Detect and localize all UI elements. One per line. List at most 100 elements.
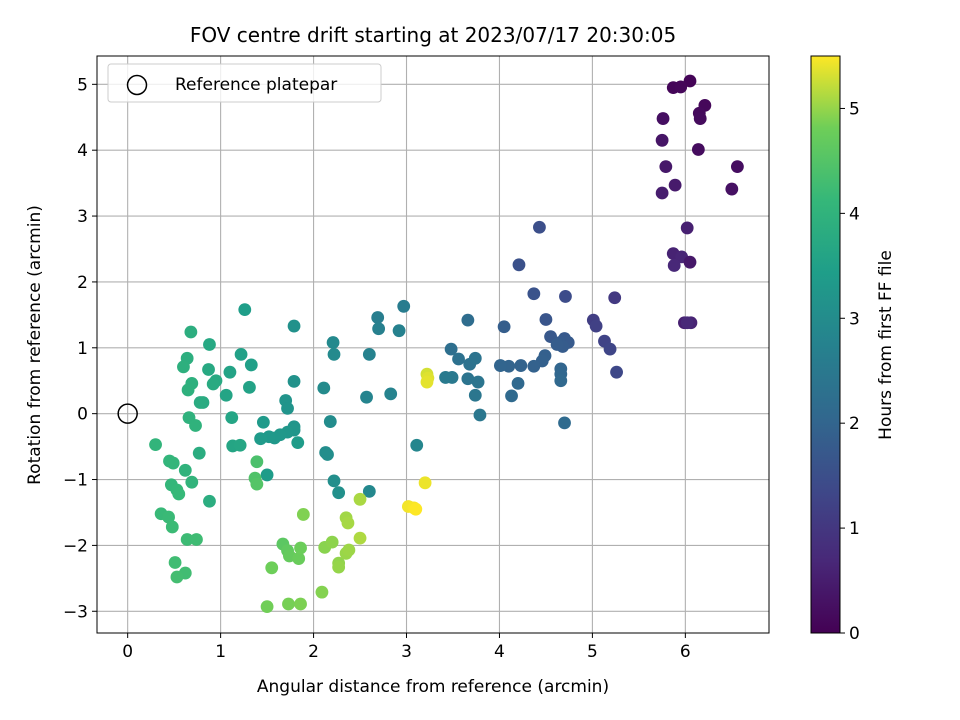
colorbar-tick-label: 4: [849, 204, 860, 224]
data-point: [296, 508, 310, 521]
data-point: [409, 502, 423, 516]
y-tick-label: 0: [77, 405, 88, 425]
chart-title: FOV centre drift starting at 2023/07/17 …: [190, 23, 676, 47]
data-point: [287, 374, 301, 388]
data-point: [294, 597, 307, 611]
data-point: [315, 585, 329, 599]
data-point: [250, 455, 264, 469]
y-tick-label: 1: [77, 339, 88, 359]
data-point: [178, 463, 192, 477]
data-point: [149, 438, 162, 452]
data-point: [362, 484, 376, 498]
data-point: [372, 322, 386, 336]
colorbar-label: Hours from first FF file: [876, 250, 896, 440]
data-point: [353, 531, 367, 545]
x-tick-label: 0: [122, 642, 133, 662]
data-point: [473, 408, 487, 422]
data-point: [674, 80, 688, 94]
data-point: [325, 535, 339, 549]
data-point: [444, 342, 458, 356]
scatter-points: [117, 74, 744, 614]
data-point: [439, 371, 452, 384]
data-point: [206, 377, 220, 391]
data-point: [180, 533, 194, 546]
x-tick-label: 5: [587, 642, 598, 662]
data-point: [323, 415, 337, 428]
data-point: [282, 597, 295, 611]
data-point: [360, 390, 373, 404]
data-point: [559, 290, 572, 303]
data-point: [680, 221, 694, 235]
data-point: [468, 388, 482, 402]
x-tick-label: 1: [215, 642, 226, 662]
data-point: [172, 487, 186, 501]
data-point: [353, 492, 367, 506]
data-point: [527, 359, 541, 373]
data-point: [238, 303, 252, 316]
data-point: [332, 560, 346, 574]
colorbar-tick-label: 0: [849, 624, 860, 644]
data-point: [384, 387, 398, 401]
data-point: [327, 347, 341, 361]
data-point: [292, 552, 306, 565]
data-point: [321, 448, 334, 461]
data-point: [250, 477, 264, 491]
data-point: [254, 432, 267, 446]
data-point: [371, 311, 385, 324]
axis-ticks: 0 1 2 3 4 5 6 −3 −2 −1 0 1 2 3 4 5: [63, 75, 691, 662]
data-point: [184, 325, 198, 339]
data-point: [511, 376, 525, 390]
data-point: [225, 411, 239, 425]
data-point: [527, 287, 541, 301]
data-point: [317, 381, 331, 395]
data-point: [233, 438, 247, 452]
y-tick-label: 2: [77, 273, 88, 293]
data-point: [659, 160, 673, 174]
colorbar-ticks: 0 1 2 3 4 5: [840, 99, 860, 644]
data-point: [468, 351, 482, 365]
data-point: [294, 541, 307, 555]
data-point: [193, 396, 207, 409]
colorbar-tick-label: 5: [849, 99, 860, 119]
data-point: [610, 365, 623, 379]
data-point: [725, 182, 739, 196]
data-point: [533, 220, 546, 234]
data-point: [493, 359, 507, 372]
data-point: [655, 133, 669, 147]
data-point: [667, 259, 681, 272]
data-point: [410, 438, 424, 452]
data-point: [691, 143, 705, 156]
data-point: [219, 388, 233, 402]
data-point: [471, 375, 485, 389]
colorbar-tick-label: 1: [849, 519, 860, 539]
data-point: [342, 543, 356, 557]
data-point: [162, 510, 175, 524]
legend-box: [107, 63, 382, 103]
data-point: [452, 352, 465, 366]
plot-area: [97, 56, 769, 633]
data-point: [192, 446, 206, 460]
data-point: [730, 160, 744, 174]
colorbar-tick-label: 3: [849, 309, 860, 329]
data-point: [291, 436, 305, 450]
data-point: [497, 320, 511, 334]
y-tick-label: −2: [63, 536, 88, 556]
data-point: [392, 324, 406, 338]
data-point: [181, 383, 195, 397]
data-point: [668, 178, 682, 192]
data-point: [397, 299, 411, 313]
data-point: [177, 360, 190, 374]
data-point: [461, 313, 475, 327]
data-point: [185, 475, 199, 489]
data-point: [287, 319, 301, 333]
data-point: [680, 316, 694, 330]
data-point: [514, 359, 528, 372]
data-point: [203, 338, 216, 351]
x-tick-label: 4: [494, 642, 505, 662]
reference-platepar-marker: [117, 403, 138, 424]
data-point: [265, 561, 279, 575]
data-point: [420, 375, 434, 389]
data-point: [326, 336, 340, 349]
data-point: [190, 533, 203, 546]
